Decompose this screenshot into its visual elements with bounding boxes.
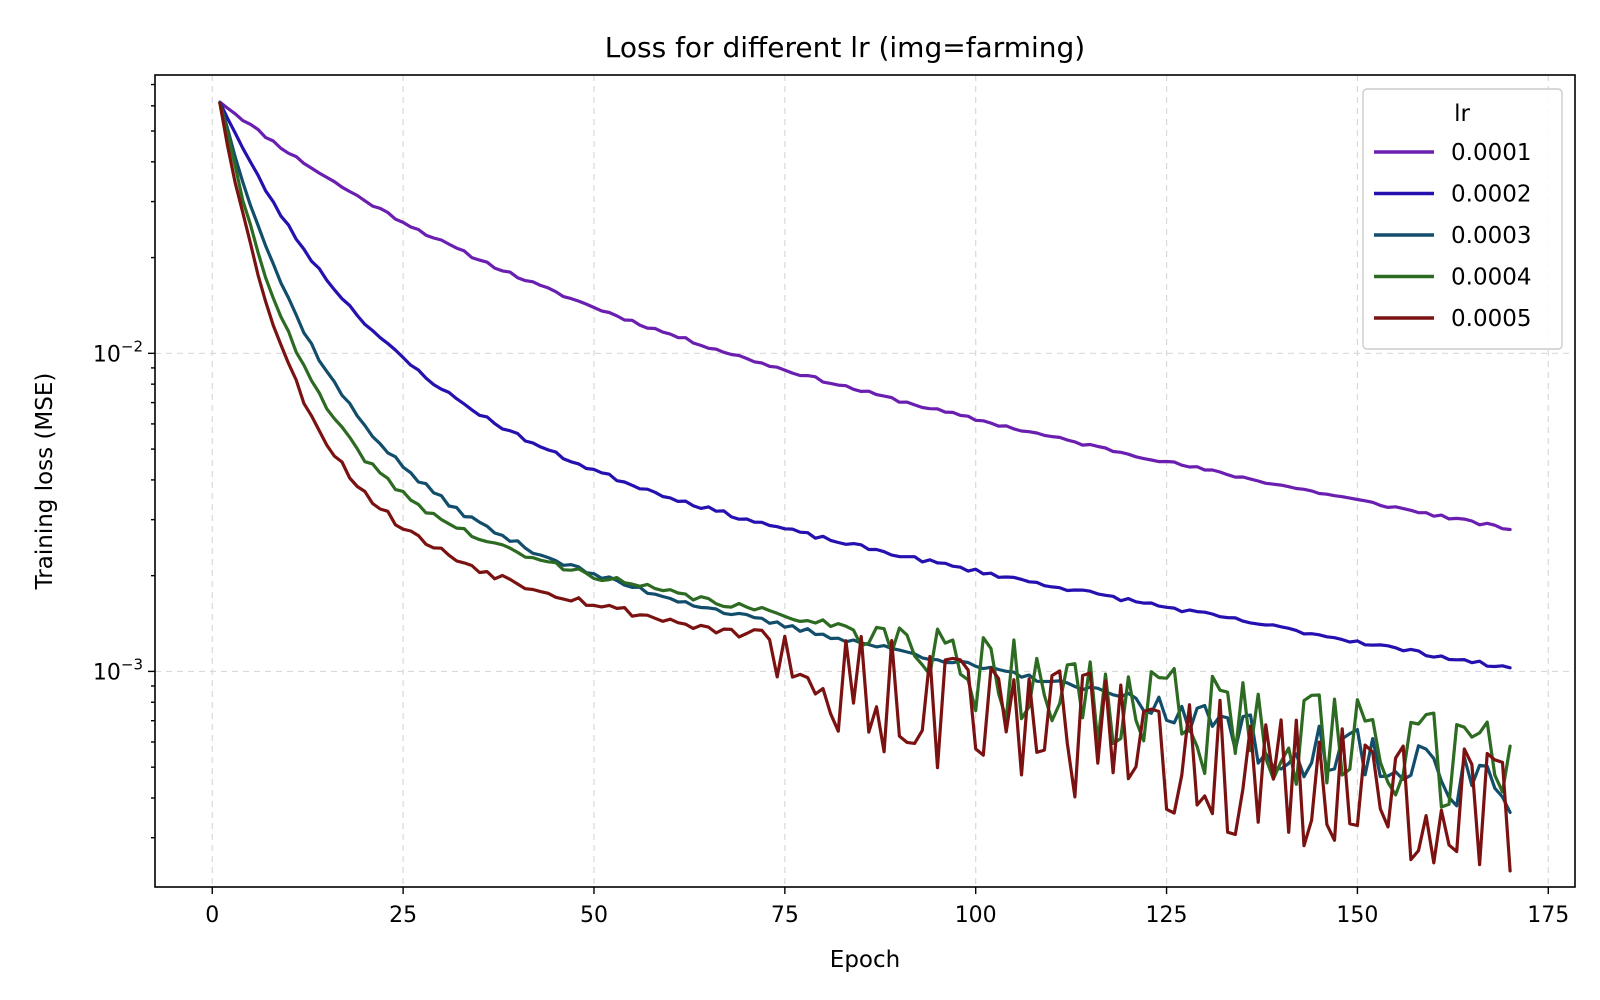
y-tick-label: 10−3	[93, 655, 143, 685]
legend-label: 0.0004	[1451, 265, 1531, 291]
legend-entries: 0.0001 0.0002 0.0003 0.0004 0.0005	[1374, 140, 1531, 332]
grid-layer	[155, 75, 1575, 887]
x-tick-label: 175	[1527, 903, 1569, 928]
series-line-0.0002	[218, 100, 1512, 670]
y-axis-label: Training loss (MSE)	[32, 373, 58, 591]
series-line-0.0001	[218, 100, 1512, 532]
legend: lr 0.0001 0.0002 0.0003 0.0004 0.0005	[1362, 88, 1563, 350]
x-tick-label: 25	[389, 903, 417, 928]
legend-label: 0.0003	[1451, 223, 1531, 249]
chart-title: Loss for different lr (img=farming)	[605, 31, 1085, 64]
x-tick-label: 50	[580, 903, 608, 928]
legend-box	[1362, 88, 1563, 350]
x-tick-label: 125	[1146, 903, 1188, 928]
x-axis-label: Epoch	[830, 947, 900, 973]
x-tick-label: 0	[205, 903, 219, 928]
x-tick-label: 150	[1336, 903, 1378, 928]
y-tick-label: 10−2	[93, 337, 143, 367]
legend-label: 0.0002	[1451, 182, 1531, 208]
series-line-0.0004	[218, 101, 1512, 809]
plot-frame	[154, 74, 1576, 888]
x-tick-label: 100	[955, 903, 997, 928]
x-tick-label: 75	[771, 903, 799, 928]
tick-layer: 0 25 50 75 100 125 150 175 10−2 10−3	[93, 83, 1569, 928]
legend-title: lr	[1454, 101, 1470, 127]
legend-label: 0.0005	[1451, 306, 1531, 332]
series-layer	[218, 100, 1512, 873]
series-line-0.0005	[218, 101, 1512, 873]
legend-label: 0.0001	[1451, 140, 1531, 166]
